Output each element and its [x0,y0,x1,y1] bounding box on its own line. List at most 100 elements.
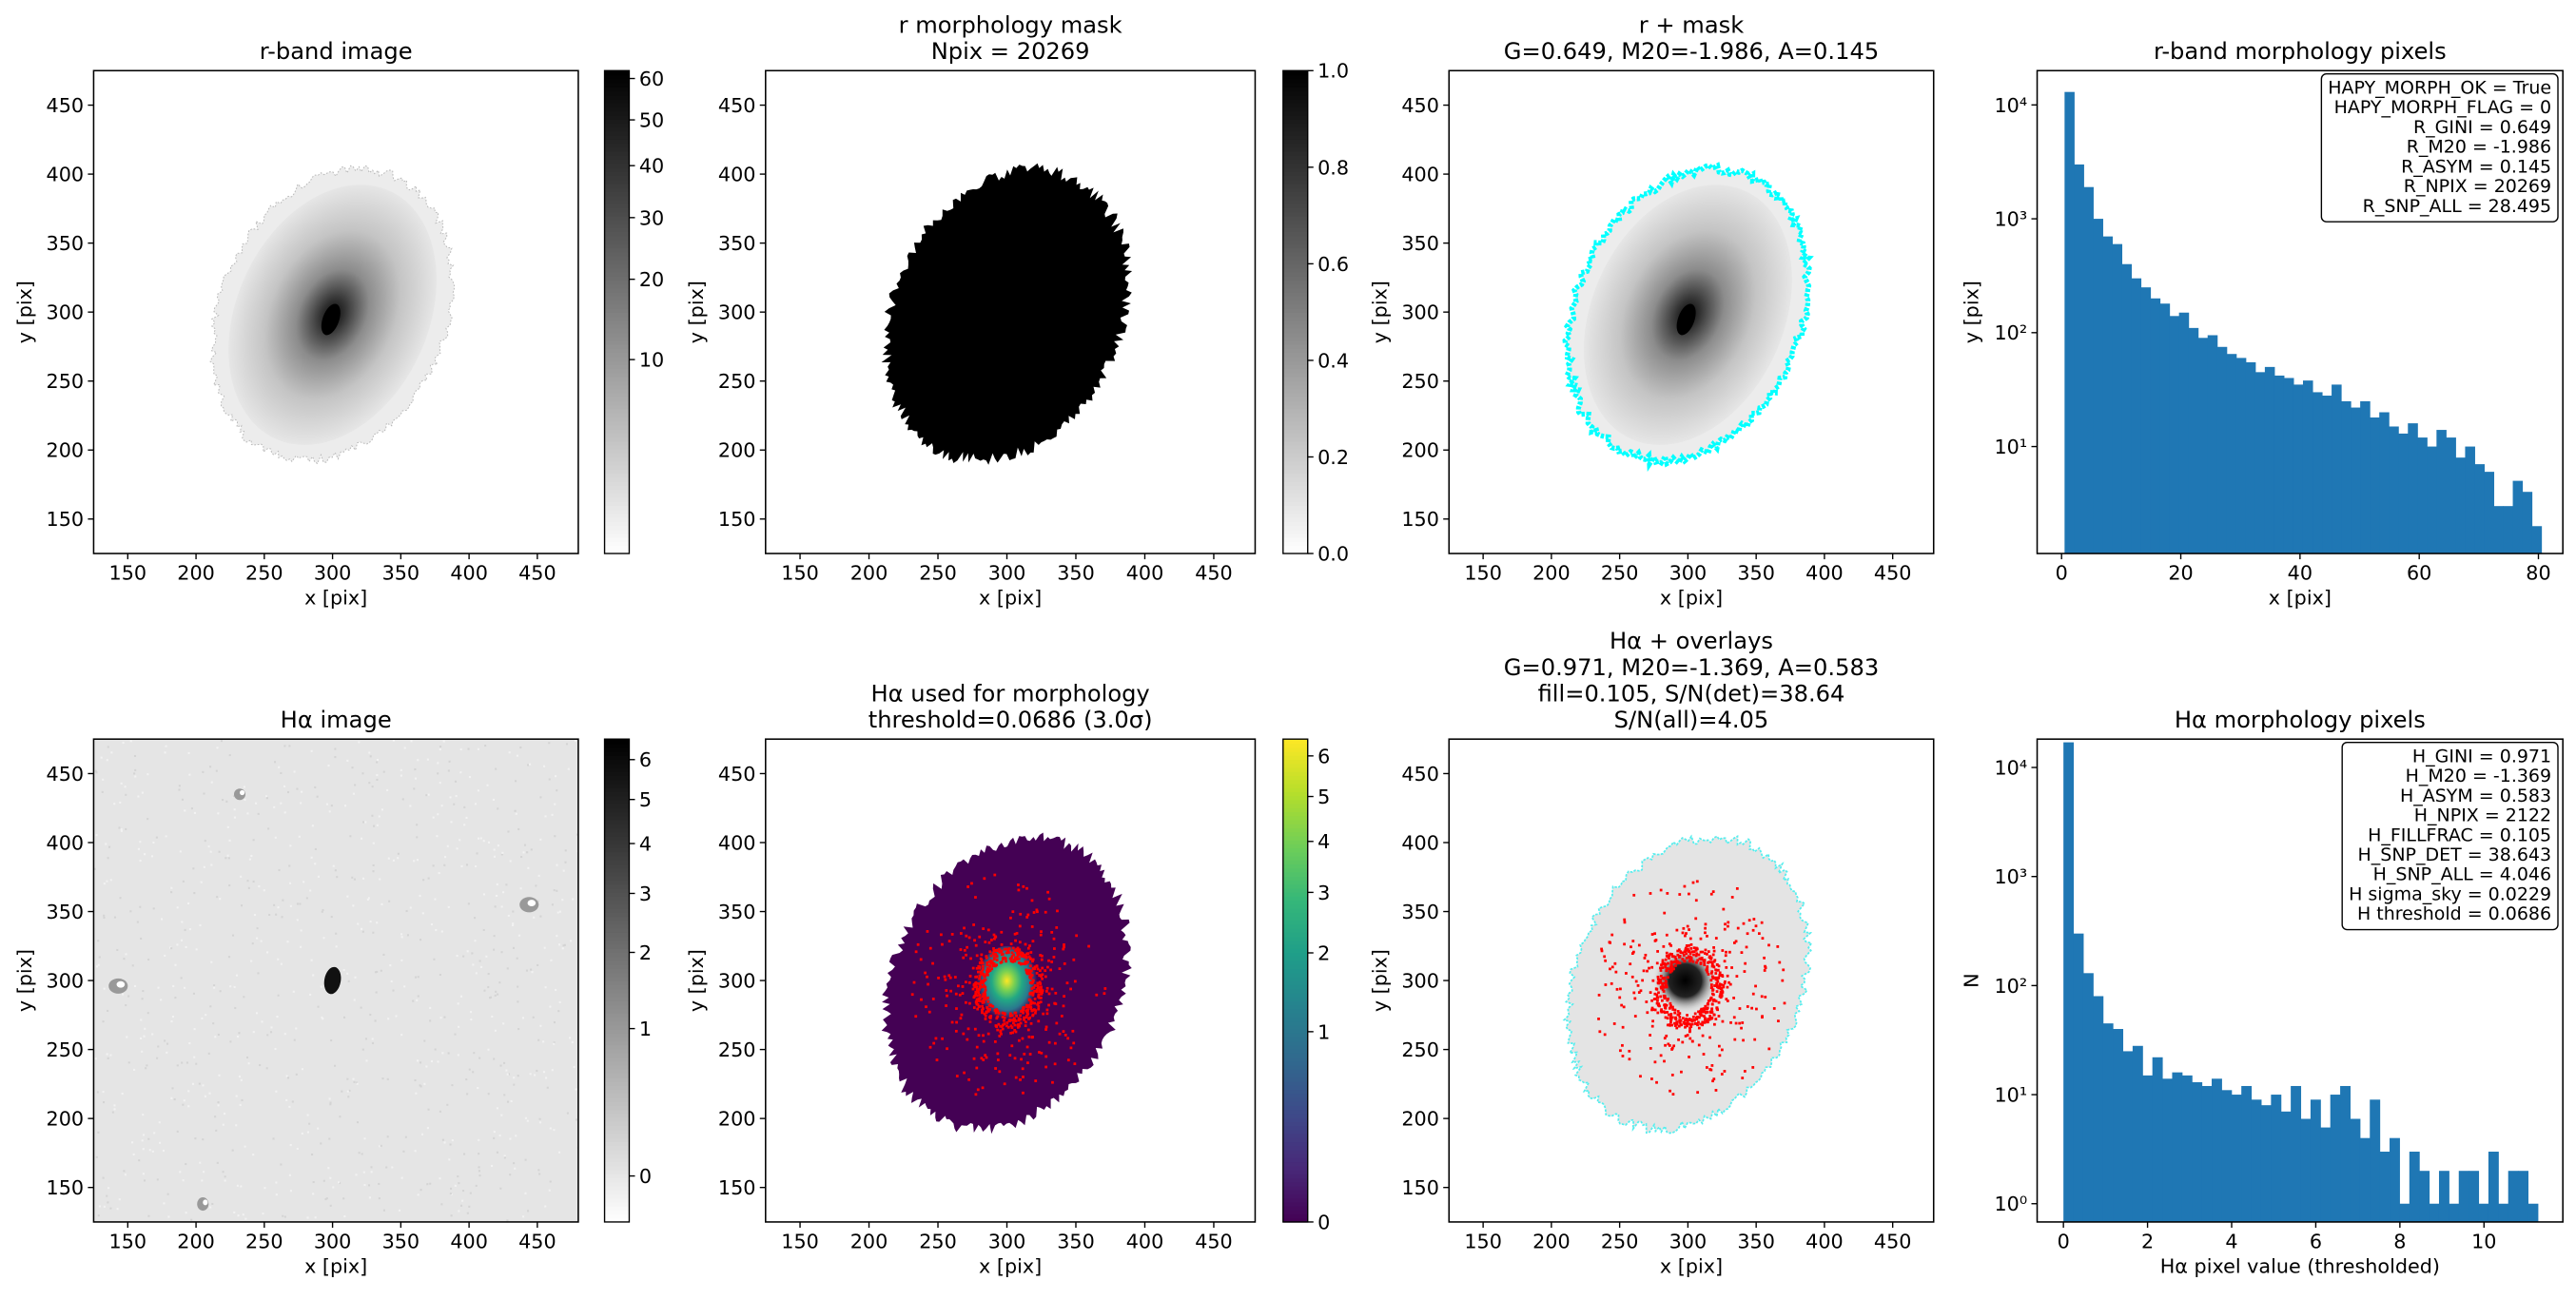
noise [409,906,412,909]
noise [142,1148,145,1151]
detected-pixel [1021,1037,1025,1040]
colorbar-strip [1282,440,1308,446]
detected-pixel [1604,983,1608,986]
detected-pixel [1020,1010,1023,1013]
noise [195,948,198,951]
detected-pixel [1054,1041,1057,1045]
noise [329,1101,332,1104]
noise [443,863,446,866]
detected-pixel [978,999,982,1003]
noise [415,1092,418,1095]
colorbar-strip [1282,1008,1308,1014]
detected-pixel [1017,1019,1021,1022]
detected-pixel [1678,1016,1682,1019]
colorbar-strip [1282,316,1308,321]
detected-pixel [934,1037,938,1040]
detected-pixel [1047,1040,1051,1044]
noise [235,974,239,977]
detected-pixel [1727,921,1730,924]
colorbar-strip [1282,525,1308,531]
colorbar-strip [604,1033,630,1038]
noise [280,771,283,775]
detected-pixel [971,987,975,991]
x-tick-label: 300 [314,562,352,585]
colorbar-strip [604,956,630,961]
detected-pixel [1682,926,1686,930]
detected-pixel [1648,966,1650,970]
colorbar-strip [604,1161,630,1167]
colorbar-strip [1282,1044,1308,1050]
detected-pixel [1009,1024,1013,1028]
detected-pixel [1025,972,1029,976]
detected-pixel [1034,1009,1038,1013]
colorbar-strip [1282,791,1308,797]
detected-pixel [1746,932,1749,936]
noise [507,914,510,917]
noise [538,1173,541,1175]
noise [288,745,291,747]
detected-pixel [1663,1003,1666,1007]
noise [524,1192,527,1194]
detected-pixel [979,971,983,974]
colorbar-tick-label: 60 [639,68,664,90]
detected-pixel [1683,950,1687,954]
detected-pixel [1656,978,1660,981]
detected-pixel [1022,1091,1025,1095]
noise [233,816,236,819]
bar [2484,472,2495,554]
noise [477,1087,479,1090]
detected-pixel [1029,969,1033,973]
detected-pixel [995,1025,998,1028]
noise [400,936,403,939]
noise [558,1151,561,1154]
noise [125,1004,127,1007]
detected-pixel [1689,956,1692,960]
annotation-line: HAPY_MORPH_OK = True [2328,77,2551,98]
noise [456,847,459,850]
noise [246,880,249,883]
detected-pixel [998,1070,1002,1074]
noise [155,836,158,839]
detected-pixel [1103,987,1107,990]
noise [487,1093,490,1096]
noise [437,762,439,765]
colorbar-strip [1282,1033,1308,1038]
detected-pixel [995,1017,999,1020]
noise [366,898,369,902]
colorbar-tick-label: 6 [1317,745,1330,767]
detected-pixel [1698,1012,1702,1016]
noise [342,968,345,972]
colorbar-strip [1282,896,1308,902]
noise [403,985,406,988]
detected-pixel [1016,951,1019,955]
noise [530,848,533,851]
detected-pixel [961,992,965,995]
noise [361,1153,363,1155]
detected-pixel [1636,983,1640,987]
annotation-line: R_ASYM = 0.145 [2401,156,2551,177]
noise [362,821,365,824]
bar [2478,1203,2489,1222]
noise [280,802,283,805]
noise [218,850,221,853]
noise [170,886,173,889]
noise [209,850,212,853]
noise [286,941,289,943]
detected-pixel [1037,993,1041,997]
noise [176,1130,179,1133]
detected-pixel [1659,969,1663,972]
noise [123,958,126,960]
noise [491,1164,494,1168]
detected-pixel [1712,949,1716,953]
detected-pixel [1690,1019,1694,1023]
noise [381,808,383,811]
detected-pixel [1747,919,1751,922]
detected-pixel [1721,949,1725,952]
colorbar-strip [604,984,630,990]
bar [2531,526,2543,554]
detected-pixel [1665,985,1669,989]
noise [346,1090,349,1093]
detected-pixel [1663,995,1667,998]
detected-pixel [1710,1064,1714,1067]
noise [144,1179,146,1182]
